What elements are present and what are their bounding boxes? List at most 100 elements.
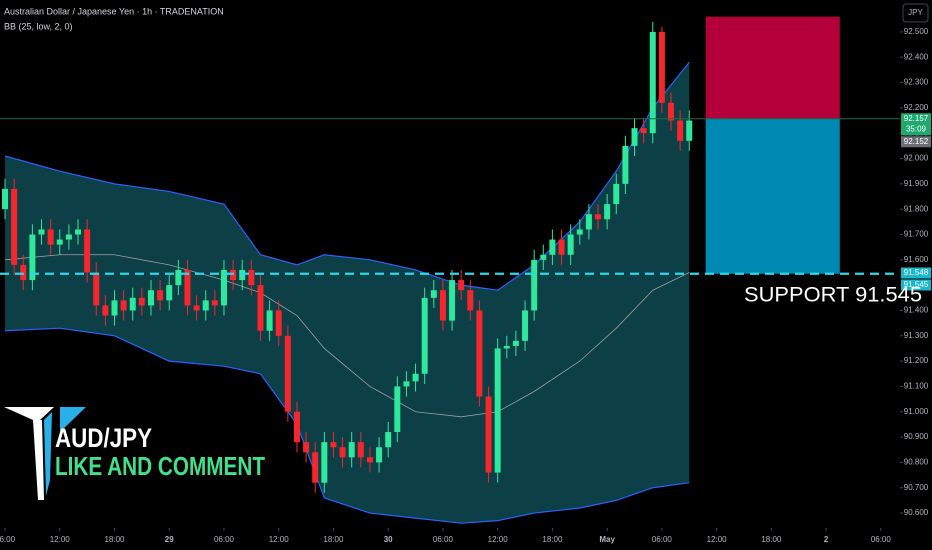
y-tick-label: 91.200 — [904, 356, 929, 365]
candle-body — [476, 310, 483, 397]
candle-body — [303, 442, 310, 453]
candle-body — [129, 297, 136, 311]
candle-body — [93, 272, 100, 306]
position-profit — [705, 118, 840, 274]
candle-body — [312, 452, 319, 483]
candle-body — [84, 229, 91, 273]
candle-body — [257, 285, 264, 331]
price-label: 92.157 — [904, 114, 929, 123]
logo-wing — [60, 407, 86, 432]
x-tick-label: 18:00 — [323, 535, 344, 544]
candle-body — [202, 300, 209, 311]
y-tick-label: 92.000 — [904, 154, 929, 163]
y-tick-label: 90.800 — [904, 458, 929, 467]
candle-body — [494, 348, 501, 473]
candle-body — [239, 269, 246, 281]
candle-body — [339, 447, 346, 458]
candle-body — [166, 285, 173, 301]
plot-area — [0, 16, 900, 524]
candle-body — [421, 297, 428, 374]
price-label: 92.152 — [904, 137, 929, 146]
y-tick-label: 91.600 — [904, 255, 929, 264]
candle-body — [458, 280, 465, 291]
support-annotation: SUPPORT 91.545 — [744, 284, 922, 307]
position-loss — [705, 16, 840, 119]
candle-body — [102, 305, 109, 316]
logo-bar — [4, 407, 54, 420]
price-label-box — [901, 267, 931, 279]
candle-body — [38, 229, 45, 235]
candle-body — [111, 300, 118, 316]
candle-body — [449, 280, 456, 321]
y-tick-label: 92.400 — [904, 52, 929, 61]
x-tick-label: 12:00 — [707, 535, 728, 544]
y-tick-label: 91.100 — [904, 382, 929, 391]
candle-body — [193, 305, 200, 311]
logo-mark — [4, 407, 86, 500]
candle-body — [175, 269, 182, 286]
x-tick-label: 2 — [824, 535, 829, 544]
candle-body — [531, 259, 538, 311]
candle-body — [376, 447, 383, 463]
logo-stem-shade — [44, 412, 52, 496]
candle-body — [668, 102, 675, 121]
price-label-box — [901, 136, 931, 148]
candle-body — [467, 290, 474, 311]
x-tick-label: 29 — [165, 535, 174, 544]
currency-box[interactable] — [902, 3, 929, 23]
candle-body — [549, 239, 556, 255]
y-tick-label: 91.000 — [904, 407, 929, 416]
candle-body — [75, 229, 82, 235]
x-tick-label: 18:00 — [542, 535, 563, 544]
candle-body — [649, 31, 656, 134]
y-tick-label: 91.300 — [904, 331, 929, 340]
candle-body — [211, 300, 218, 306]
logo-stem — [33, 420, 44, 500]
candle-body — [430, 290, 437, 298]
candle-body — [622, 145, 629, 184]
candle-body — [613, 183, 620, 205]
candle-body — [394, 386, 401, 433]
x-tick-label: 06:00 — [652, 535, 673, 544]
candle-body — [640, 128, 647, 134]
y-tick-label: 92.500 — [904, 27, 929, 36]
x-axis-bg — [0, 528, 932, 550]
candle-body — [512, 340, 519, 346]
candle-body — [2, 188, 9, 210]
candle-body — [275, 310, 282, 336]
candle-body — [677, 120, 684, 141]
x-tick-label: 30 — [384, 535, 393, 544]
price-label: 91.545 — [904, 280, 929, 289]
candle-body — [47, 229, 54, 245]
y-tick-label: 91.800 — [904, 204, 929, 213]
candle-body — [220, 269, 227, 306]
candle-body — [366, 457, 373, 463]
candle-body — [248, 269, 255, 286]
candle-body — [686, 120, 693, 141]
candle-body — [558, 239, 565, 255]
x-tick-label: 18:00 — [104, 535, 125, 544]
candle-body — [604, 204, 611, 220]
candle-body — [266, 310, 273, 331]
indicator-label: BB (25, low, 2, 0) — [4, 21, 73, 31]
price-label-box — [901, 279, 931, 291]
candle-body — [576, 229, 583, 235]
logo-tagline: LIKE AND COMMENT — [55, 451, 265, 481]
candle-body — [65, 234, 72, 240]
logo-symbol: AUD/JPY — [55, 423, 152, 453]
candle-body — [184, 269, 191, 306]
candle-body — [321, 442, 328, 483]
band-fill — [5, 62, 690, 524]
candle-body — [658, 31, 665, 103]
candle-body — [147, 290, 154, 306]
x-tick-label: 06:00 — [871, 535, 892, 544]
price-label-extra: 35:09 — [906, 124, 927, 133]
chart-title: Australian Dollar / Japanese Yen · 1h · … — [4, 6, 224, 16]
band-lower — [4, 327, 690, 524]
candle-body — [330, 442, 337, 448]
candle-body — [595, 214, 602, 220]
candle-body — [56, 239, 63, 245]
x-tick-label: May — [599, 535, 615, 544]
